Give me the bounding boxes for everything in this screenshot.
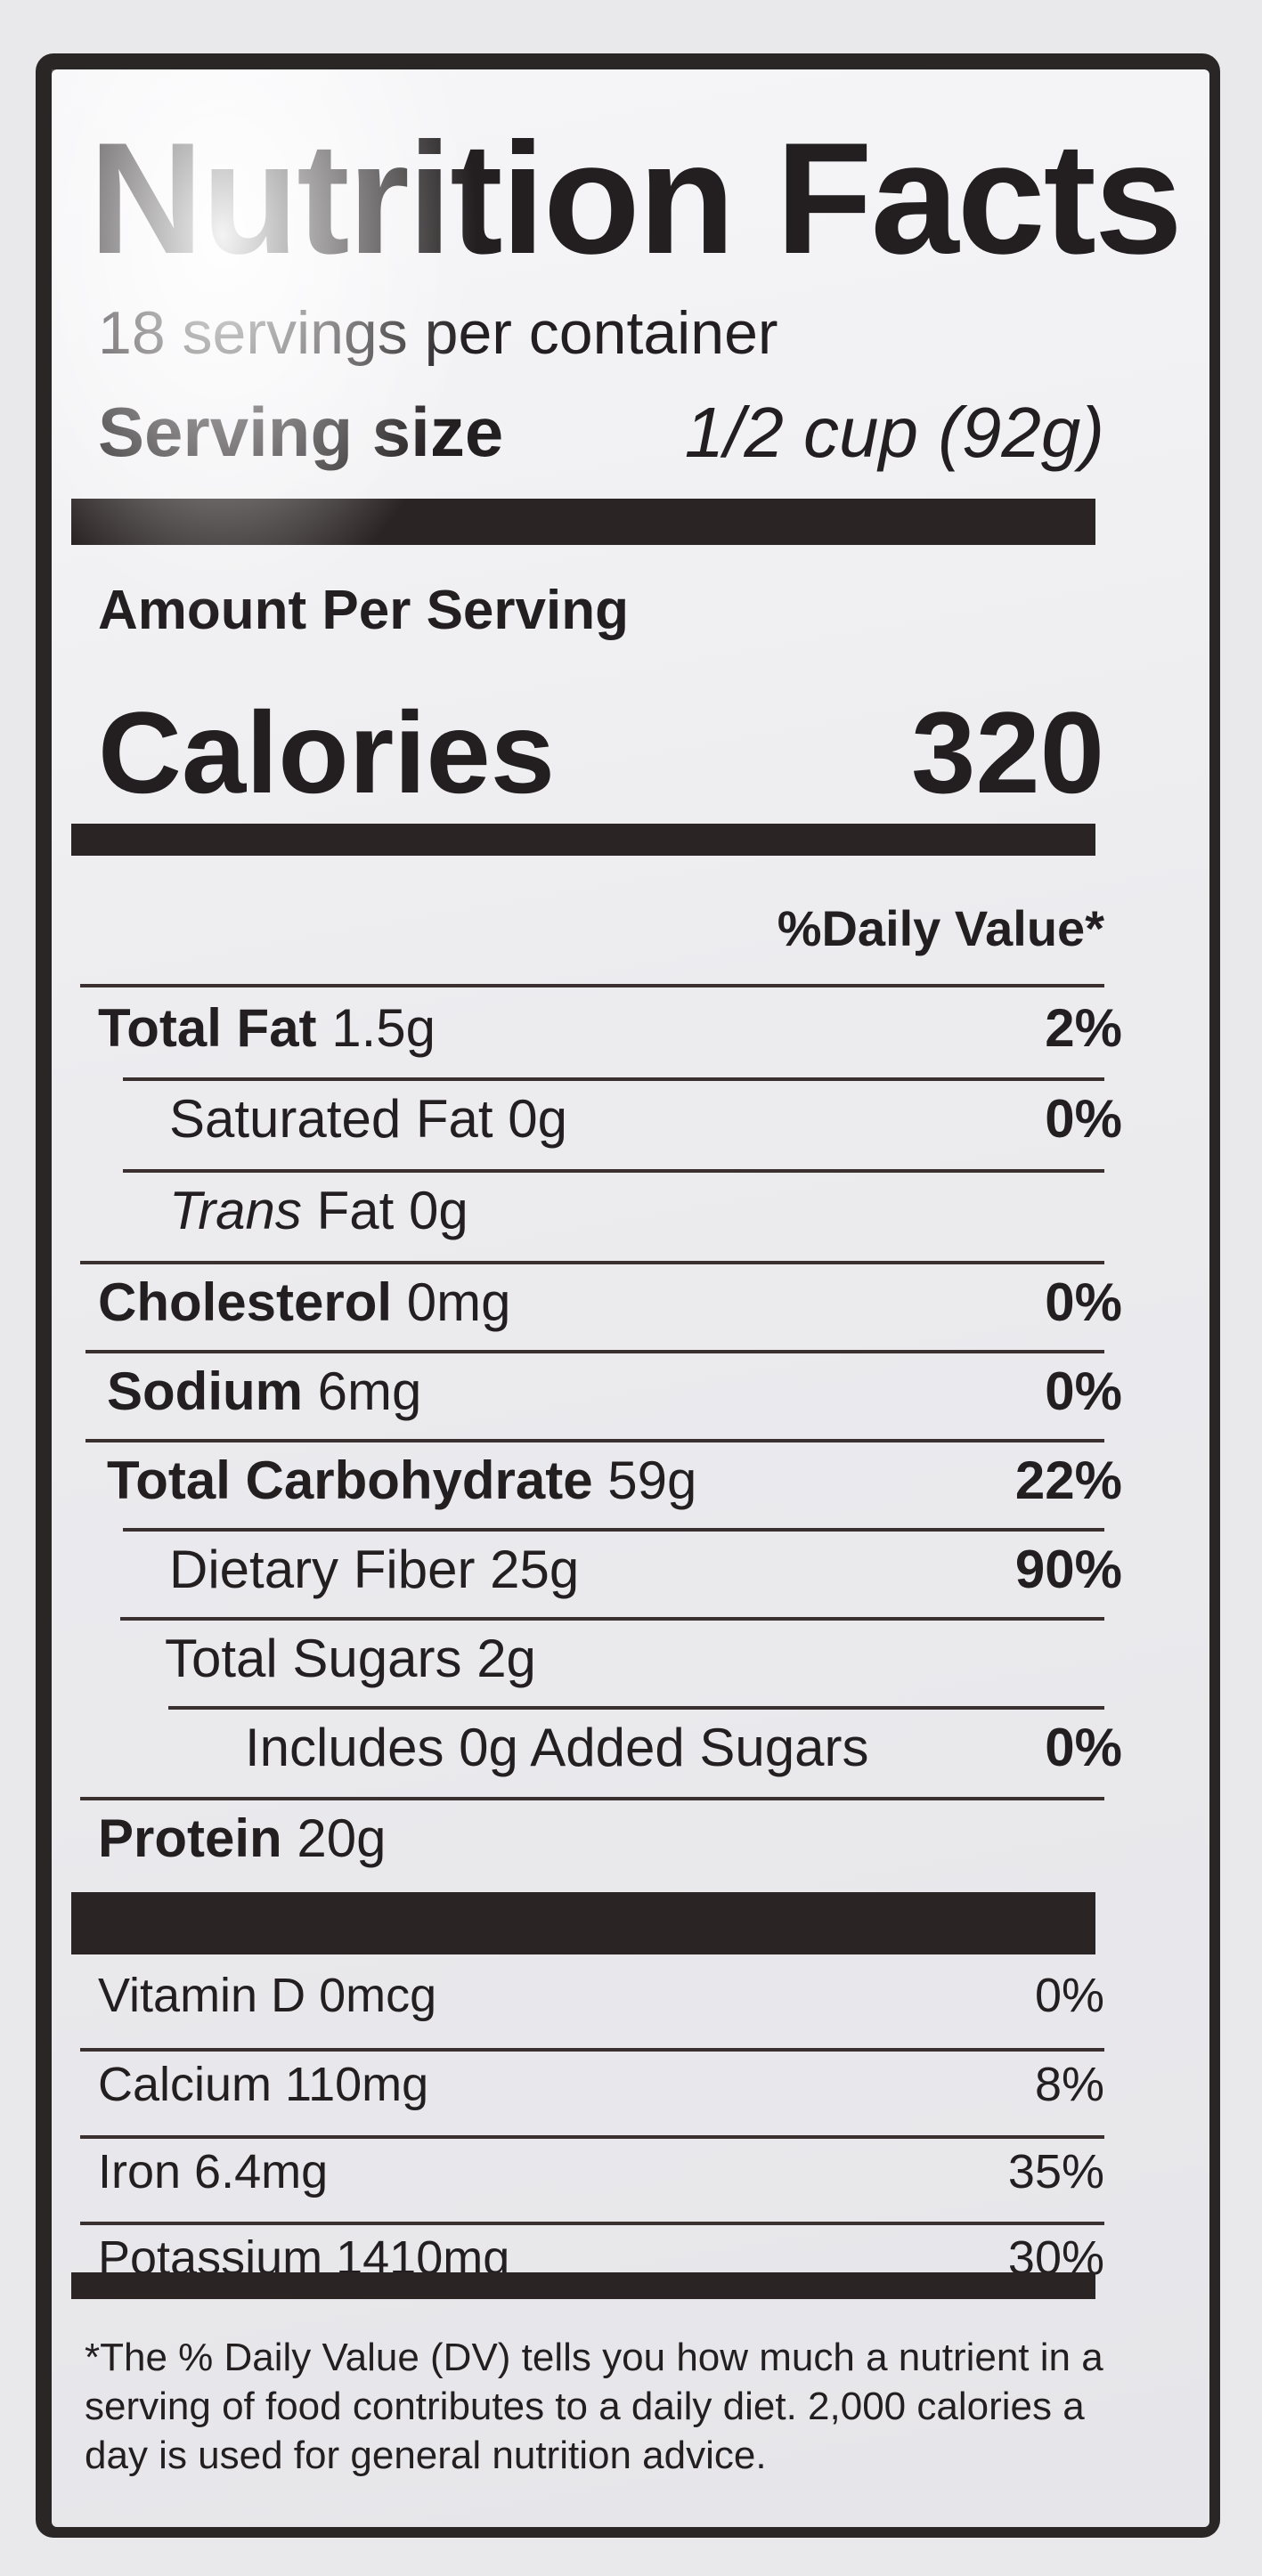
row-divider xyxy=(123,1077,1104,1081)
medium-divider xyxy=(71,824,1095,856)
calories-value: 320 xyxy=(911,687,1104,817)
nutrient-amount: 20g xyxy=(297,1808,387,1868)
nutrient-amount: 1.5g xyxy=(331,998,436,1058)
vitamin-daily-value: 0% xyxy=(1034,1969,1104,2022)
nutrient-daily-value: 90% xyxy=(1014,1540,1122,1599)
row-divider xyxy=(85,1439,1104,1442)
row-divider xyxy=(80,1261,1104,1264)
nutrient-label: Total Fat xyxy=(98,998,317,1058)
daily-value-header: %Daily Value* xyxy=(777,900,1104,956)
nutrient-row: Protein 20g xyxy=(98,1808,1122,1869)
nutrient-amount: 2g xyxy=(476,1629,536,1688)
nutrient-daily-value: 0% xyxy=(1045,1272,1122,1332)
row-divider xyxy=(80,2135,1104,2139)
nutrient-row: Total Fat 1.5g 2% xyxy=(98,997,1122,1059)
nutrient-name: Dietary Fiber 25g xyxy=(98,1539,579,1600)
nutrient-row: Saturated Fat 0g 0% xyxy=(98,1088,1122,1150)
nutrient-row: Total Carbohydrate 59g 22% xyxy=(98,1450,1122,1511)
nutrient-daily-value: 2% xyxy=(1045,998,1122,1058)
vitamin-name: Iron 6.4mg xyxy=(98,2145,329,2198)
nutrient-label: Total Carbohydrate xyxy=(107,1451,593,1510)
nutrient-amount: 0mg xyxy=(406,1272,511,1332)
nutrient-name: Total Sugars 2g xyxy=(98,1628,536,1689)
nutrient-daily-value: 0% xyxy=(1045,1361,1122,1421)
nutrient-name: Saturated Fat 0g xyxy=(98,1088,567,1150)
nutrient-name: Total Fat 1.5g xyxy=(98,997,436,1059)
nutrient-label: Saturated Fat xyxy=(169,1089,493,1149)
medium-divider xyxy=(71,2272,1095,2299)
vitamin-daily-value: 35% xyxy=(1007,2145,1104,2198)
row-divider xyxy=(80,2222,1104,2225)
serving-size: Serving size 1/2 cup (92g) xyxy=(98,392,1104,474)
nutrient-amount: 6mg xyxy=(317,1361,422,1421)
row-divider xyxy=(80,1797,1104,1800)
row-divider xyxy=(168,1706,1104,1710)
nutrient-row: Sodium 6mg 0% xyxy=(98,1361,1122,1422)
nutrient-label: Trans xyxy=(169,1181,302,1240)
nutrient-label: Dietary Fiber xyxy=(169,1540,476,1599)
nutrient-name: Trans Fat 0g xyxy=(98,1180,468,1241)
vitamin-row: Calcium 110mg 8% xyxy=(98,2057,1104,2112)
nutrient-name: Total Carbohydrate 59g xyxy=(98,1450,696,1511)
calories-label: Calories xyxy=(98,687,556,817)
nutrient-label: Includes 0g Added Sugars xyxy=(245,1718,869,1777)
servings-per-container: 18 servings per container xyxy=(98,299,778,367)
serving-size-label: Serving size xyxy=(98,393,504,471)
vitamin-row: Vitamin D 0mcg 0% xyxy=(98,1968,1104,2023)
amount-per-serving: Amount Per Serving xyxy=(98,580,629,641)
nutrient-label: Total Sugars xyxy=(165,1629,462,1688)
nutrient-row: Trans Fat 0g xyxy=(98,1180,1122,1241)
label-title: Nutrition Facts xyxy=(89,110,1183,287)
nutrient-name: Cholesterol 0mg xyxy=(98,1272,510,1333)
serving-size-value: 1/2 cup (92g) xyxy=(684,393,1104,472)
nutrient-label-suffix: Fat xyxy=(316,1181,395,1240)
footnote: *The % Daily Value (DV) tells you how mu… xyxy=(85,2336,1103,2477)
calories-row: Calories 320 xyxy=(98,686,1104,819)
nutrient-row: Includes 0g Added Sugars 0% xyxy=(98,1717,1122,1778)
nutrient-name: Protein 20g xyxy=(98,1808,386,1869)
vitamin-daily-value: 8% xyxy=(1034,2058,1104,2111)
thick-divider xyxy=(71,1892,1095,1954)
row-divider xyxy=(80,984,1104,987)
row-divider xyxy=(85,1350,1104,1353)
nutrient-daily-value: 0% xyxy=(1045,1718,1122,1777)
vitamin-name: Calcium 110mg xyxy=(98,2058,429,2111)
row-divider xyxy=(123,1169,1104,1173)
nutrient-row: Total Sugars 2g xyxy=(98,1628,1122,1689)
vitamin-row: Iron 6.4mg 35% xyxy=(98,2144,1104,2199)
row-divider xyxy=(123,1528,1104,1532)
nutrient-row: Dietary Fiber 25g 90% xyxy=(98,1539,1122,1600)
row-divider xyxy=(120,1617,1104,1621)
thick-divider xyxy=(71,499,1095,545)
nutrient-label: Sodium xyxy=(107,1361,303,1421)
vitamin-name: Vitamin D 0mcg xyxy=(98,1969,437,2022)
nutrient-amount: 59g xyxy=(607,1451,697,1510)
nutrient-amount: 25g xyxy=(490,1540,580,1599)
nutrient-name: Includes 0g Added Sugars xyxy=(98,1717,869,1778)
nutrient-label: Cholesterol xyxy=(98,1272,393,1332)
row-divider xyxy=(80,2048,1104,2052)
nutrient-name: Sodium 6mg xyxy=(98,1361,421,1422)
nutrient-daily-value: 0% xyxy=(1045,1089,1122,1149)
nutrient-amount: 0g xyxy=(408,1181,468,1240)
nutrient-label: Protein xyxy=(98,1808,282,1868)
nutrient-daily-value: 22% xyxy=(1014,1451,1122,1510)
nutrient-row: Cholesterol 0mg 0% xyxy=(98,1272,1122,1333)
nutrient-amount: 0g xyxy=(508,1089,567,1149)
